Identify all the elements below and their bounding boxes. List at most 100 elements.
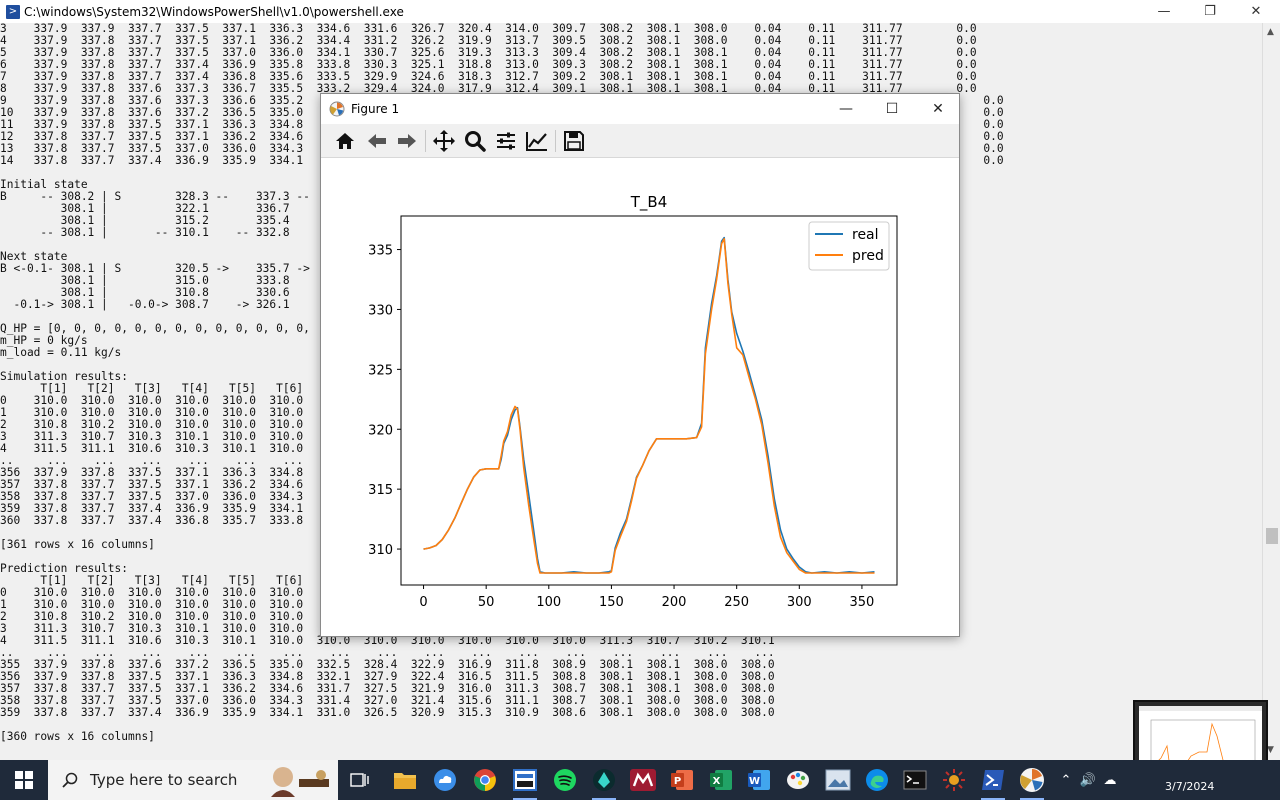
settings-sun-icon: [943, 769, 965, 791]
series-line-real[interactable]: [423, 236, 875, 574]
spotify-icon: [554, 769, 576, 791]
home-button[interactable]: [331, 128, 359, 154]
powershell-title: C:\windows\System32\WindowsPowerShell\v1…: [24, 4, 404, 19]
subplots-icon: [497, 132, 515, 150]
mendeley-icon: [630, 769, 656, 791]
x-tick-label: 150: [599, 595, 624, 610]
powershell-taskbar-icon: [982, 770, 1004, 790]
y-tick-label: 310: [368, 543, 393, 558]
system-tray: ⌃ 🔊 ☁: [1055, 760, 1280, 800]
toolbar-separator: [555, 130, 556, 152]
close-button[interactable]: ✕: [1250, 4, 1262, 19]
minimize-button[interactable]: —: [1157, 4, 1171, 19]
save-button[interactable]: [560, 128, 588, 154]
widget-character[interactable]: [258, 764, 336, 797]
save-icon: [564, 131, 584, 151]
image-viewer-button[interactable]: [822, 764, 854, 796]
forward-button[interactable]: [393, 128, 421, 154]
line-chart[interactable]: T_B4 0 50 100 150 200 250 300 350 310 315 320 325 330…: [321, 159, 959, 636]
pan-icon: [433, 130, 455, 152]
home-icon: [336, 133, 354, 149]
screenshot-tool-button[interactable]: [509, 764, 541, 800]
matplotlib-taskbar-button[interactable]: [1016, 764, 1048, 800]
powershell-titlebar[interactable]: > C:\windows\System32\WindowsPowerShell\…: [0, 0, 1280, 23]
y-tick-label: 335: [368, 244, 393, 259]
task-view-icon: [350, 773, 369, 787]
file-explorer-icon: [394, 773, 416, 789]
widget-character-icon: [271, 767, 329, 797]
svg-text:P: P: [674, 776, 681, 787]
pan-button[interactable]: [430, 128, 458, 154]
edit-axis-button[interactable]: [523, 128, 551, 154]
scroll-up-icon[interactable]: ▲: [1267, 27, 1274, 37]
mendeley-button[interactable]: [627, 764, 659, 796]
settings-sun-button[interactable]: [938, 764, 970, 796]
restore-button[interactable]: ❐: [1204, 4, 1216, 19]
powerpoint-icon: P: [671, 770, 693, 790]
powerpoint-button[interactable]: P: [666, 764, 698, 796]
edit-axis-icon: [526, 132, 547, 151]
console-scrollbar[interactable]: ▲ ▼: [1262, 23, 1280, 760]
chrome-button[interactable]: [469, 764, 501, 796]
series-line-pred[interactable]: [423, 238, 875, 574]
edge-button[interactable]: [861, 764, 893, 796]
word-button[interactable]: W: [743, 764, 775, 796]
onedrive-cloud-icon[interactable]: ☁: [1103, 772, 1117, 788]
scrollbar-thumb[interactable]: [1266, 528, 1278, 544]
chrome-icon: [474, 769, 496, 791]
x-tick-label: 100: [536, 595, 561, 610]
forward-arrow-icon: [398, 134, 416, 148]
task-view-button[interactable]: [344, 764, 376, 796]
chart-title: T_B4: [630, 193, 668, 212]
y-tick-label: 315: [368, 483, 393, 498]
volume-icon[interactable]: 🔊: [1079, 772, 1097, 788]
svg-text:W: W: [749, 776, 760, 787]
clock-date[interactable]: 3/7/2024: [1165, 780, 1215, 793]
windows-logo-icon: [15, 771, 33, 789]
figure-canvas[interactable]: T_B4 0 50 100 150 200 250 300 350 310 315 320 325 330…: [321, 159, 959, 636]
back-arrow-icon: [368, 134, 386, 148]
axes-frame: [400, 215, 898, 586]
file-explorer-button[interactable]: [389, 764, 421, 796]
search-placeholder: Type here to search: [90, 771, 238, 789]
vpn-app-icon: [593, 769, 615, 791]
toolbar-separator: [425, 130, 426, 152]
y-tick-label: 320: [368, 423, 393, 438]
chevron-up-icon[interactable]: ⌃: [1060, 772, 1072, 788]
subplots-button[interactable]: [492, 128, 520, 154]
spotify-button[interactable]: [549, 764, 581, 796]
console-text: 3 337.9 337.9 337.7 337.5 337.1 336.3 33…: [0, 23, 1004, 743]
legend-label-pred: pred: [852, 248, 884, 264]
terminal-icon: [903, 770, 927, 790]
excel-icon: X: [710, 770, 732, 790]
zoom-button[interactable]: [461, 128, 489, 154]
image-viewer-icon: [825, 769, 851, 791]
x-tick-label: 350: [850, 595, 875, 610]
figure-titlebar[interactable]: Figure 1 — ☐ ✕: [321, 94, 959, 124]
svg-text:X: X: [713, 776, 721, 787]
x-tick-label: 50: [478, 595, 495, 610]
x-tick-label: 300: [787, 595, 812, 610]
figure-maximize-button[interactable]: ☐: [885, 101, 899, 117]
search-icon: [62, 772, 78, 788]
vpn-app-button[interactable]: [588, 764, 620, 800]
cloud-app-icon: [434, 769, 456, 791]
cloud-app-button[interactable]: [429, 764, 461, 796]
figure-minimize-button[interactable]: —: [839, 101, 853, 117]
scroll-down-icon[interactable]: ▼: [1267, 745, 1274, 755]
paint-app-button[interactable]: [783, 764, 815, 796]
edge-icon: [866, 769, 888, 791]
x-tick-label: 250: [724, 595, 749, 610]
excel-button[interactable]: X: [705, 764, 737, 796]
taskbar: Type here to search P X W: [0, 760, 1280, 800]
zoom-icon: [465, 131, 486, 152]
word-icon: W: [748, 770, 770, 790]
powershell-taskbar-button[interactable]: [977, 764, 1009, 800]
figure-title: Figure 1: [351, 102, 400, 116]
back-button[interactable]: [363, 128, 391, 154]
figure-toolbar: [321, 124, 959, 158]
start-button[interactable]: [0, 760, 48, 800]
terminal-button[interactable]: [899, 764, 931, 796]
figure-close-button[interactable]: ✕: [932, 101, 944, 117]
matplotlib-taskbar-icon: [1020, 768, 1044, 792]
